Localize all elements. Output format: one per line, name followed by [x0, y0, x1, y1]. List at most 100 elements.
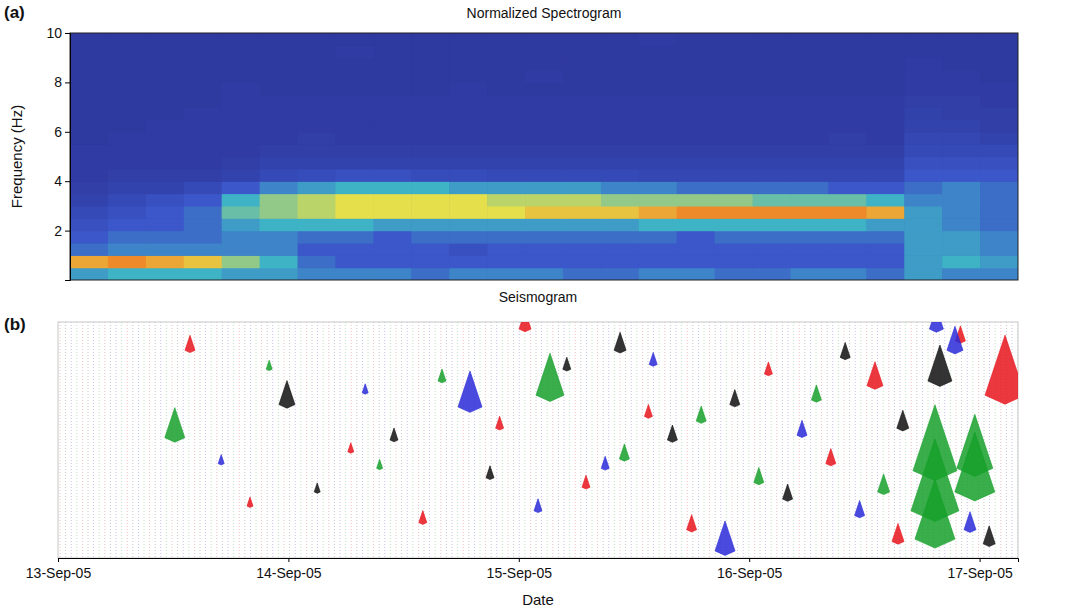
heatmap-cell: [715, 231, 754, 244]
heatmap-cell: [790, 255, 829, 268]
heatmap-cell: [373, 33, 412, 46]
heatmap-cell: [222, 169, 261, 182]
heatmap-cell: [298, 169, 337, 182]
heatmap-cell: [411, 107, 450, 120]
event: [897, 410, 909, 431]
trace-line: [816, 322, 817, 558]
heatmap-cell: [525, 268, 564, 280]
heatmap-cell: [222, 82, 261, 95]
heatmap-cell: [449, 45, 488, 58]
heatmap-cell: [335, 268, 374, 280]
heatmap-cell: [715, 95, 754, 108]
trace-line: [401, 322, 402, 558]
trace-line: [250, 322, 251, 558]
heatmap-cell: [184, 33, 223, 46]
heatmap-cell: [222, 157, 261, 170]
trace-line: [116, 322, 117, 558]
heatmap-cell: [260, 206, 299, 219]
heatmap-cell: [373, 181, 412, 194]
heatmap-cell: [866, 169, 905, 182]
heatmap-cell: [335, 181, 374, 194]
trace-line: [468, 322, 469, 558]
heatmap-cell: [601, 157, 640, 170]
heatmap-cell: [373, 157, 412, 170]
heatmap-cell: [373, 58, 412, 71]
trace-line: [648, 322, 649, 558]
heatmap-cell: [146, 157, 185, 170]
heatmap-cell: [753, 82, 792, 95]
trace-line: [782, 322, 783, 558]
heatmap-cell: [753, 144, 792, 157]
event: [279, 381, 295, 409]
heatmap-cell: [828, 132, 867, 145]
heatmap-cell: [70, 144, 109, 157]
heatmap-cell: [108, 132, 147, 145]
heatmap-cell: [904, 82, 943, 95]
tick: 16-Sep-05: [717, 558, 783, 581]
heatmap-cell: [525, 82, 564, 95]
heatmap-cell: [715, 206, 754, 219]
heatmap-cell: [942, 157, 981, 170]
heatmap-cell: [639, 194, 678, 207]
heatmap-cell: [411, 268, 450, 280]
heatmap-cell: [449, 218, 488, 231]
trace-line: [104, 322, 105, 558]
heatmap-cell: [373, 231, 412, 244]
trace-line: [289, 322, 290, 558]
event: [985, 335, 1018, 404]
heatmap-cell: [108, 45, 147, 58]
heatmap-cell: [942, 33, 981, 46]
trace-line: [715, 322, 716, 558]
heatmap-cell: [449, 206, 488, 219]
heatmap-cell: [108, 107, 147, 120]
heatmap-cell: [260, 119, 299, 132]
heatmap-cell: [601, 194, 640, 207]
heatmap-cell: [525, 169, 564, 182]
heatmap-cell: [298, 144, 337, 157]
heatmap-cell: [980, 119, 1018, 132]
trace-line: [407, 322, 408, 558]
heatmap-cell: [677, 255, 716, 268]
trace-line: [883, 322, 884, 558]
event: [929, 322, 943, 332]
tick: 13-Sep-05: [26, 558, 92, 581]
heatmap-cell: [108, 181, 147, 194]
heatmap-cell: [677, 194, 716, 207]
heatmap-cell: [942, 231, 981, 244]
heatmap-cell: [677, 157, 716, 170]
heatmap-cell: [942, 95, 981, 108]
heatmap-cell: [335, 119, 374, 132]
heatmap-cell: [222, 95, 261, 108]
heatmap-cell: [980, 169, 1018, 182]
heatmap-cell: [828, 268, 867, 280]
heatmap-cell: [411, 144, 450, 157]
trace-line: [620, 322, 621, 558]
heatmap-cell: [904, 144, 943, 157]
heatmap-cell: [601, 206, 640, 219]
heatmap-cell: [790, 243, 829, 256]
heatmap-cell: [260, 268, 299, 280]
event: [486, 466, 494, 480]
heatmap-cell: [828, 169, 867, 182]
trace-line: [810, 322, 811, 558]
tick-label: 10: [46, 25, 62, 41]
heatmap-cell: [222, 45, 261, 58]
trace-line: [659, 322, 660, 558]
heatmap-cell: [260, 132, 299, 145]
trace-line: [950, 322, 951, 558]
heatmap-cell: [790, 119, 829, 132]
trace-line: [222, 322, 223, 558]
heatmap-cell: [411, 132, 450, 145]
heatmap-cell: [184, 45, 223, 58]
heatmap-cell: [942, 206, 981, 219]
heatmap-cell: [335, 33, 374, 46]
event: [534, 499, 542, 513]
heatmap-cell: [753, 119, 792, 132]
heatmap-cell: [828, 181, 867, 194]
heatmap-cell: [639, 107, 678, 120]
trace-line: [440, 322, 441, 558]
heatmap-cell: [563, 243, 602, 256]
trace-line: [446, 322, 447, 558]
heatmap-cell: [298, 132, 337, 145]
event: [614, 332, 626, 353]
